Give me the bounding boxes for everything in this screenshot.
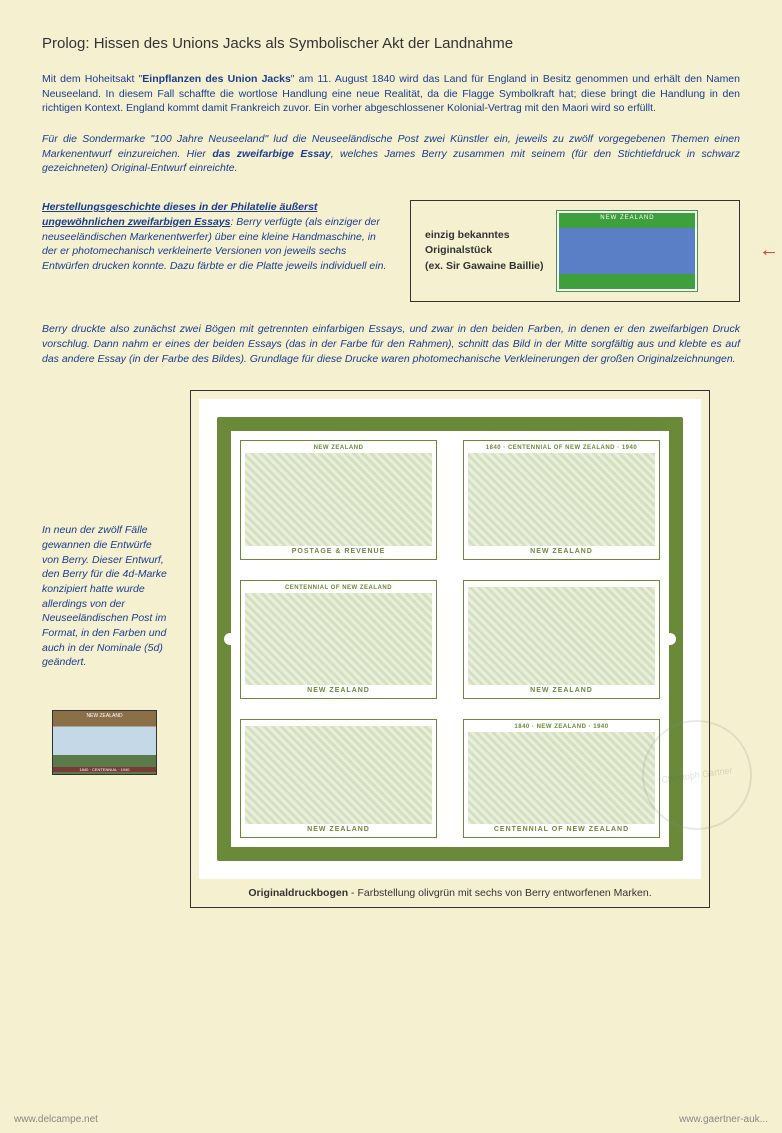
st0-top: NEW ZEALAND xyxy=(245,445,432,451)
arrow-icon: ← xyxy=(759,239,779,262)
sheet-row: In neun der zwölf Fälle gewannen die Ent… xyxy=(42,390,740,908)
st0-bot: POSTAGE & REVENUE xyxy=(245,548,432,555)
st2-mid xyxy=(245,593,432,685)
st3-bot: NEW ZEALAND xyxy=(468,687,655,694)
essay-text: Herstellungsgeschichte dieses in der Phi… xyxy=(42,200,390,273)
para1-pre: Mit dem Hoheitsakt " xyxy=(42,73,142,85)
st1-bot: NEW ZEALAND xyxy=(468,548,655,555)
para3: Berry druckte also zunächst zwei Bögen m… xyxy=(42,322,740,366)
essaybox-line3: (ex. Sir Gawaine Baillie) xyxy=(425,259,543,275)
final-stamp-image xyxy=(52,710,157,775)
intro-paragraph: Mit dem Hoheitsakt "Einpflanzen des Unio… xyxy=(42,72,740,116)
st2-top: CENTENNIAL OF NEW ZEALAND xyxy=(245,585,432,591)
sheet-stamp-3: NEW ZEALAND xyxy=(463,580,660,699)
sheet-stamp-4: NEW ZEALAND xyxy=(240,719,437,838)
st1-top: 1840 · CENTENNIAL OF NEW ZEALAND · 1940 xyxy=(468,445,655,451)
page-title: Prolog: Hissen des Unions Jacks als Symb… xyxy=(42,35,740,52)
sheet-stamp-5: 1840 · NEW ZEALAND · 1940 CENTENNIAL OF … xyxy=(463,719,660,838)
essaybox-line2: Originalstück xyxy=(425,243,543,259)
sheet-left-col: In neun der zwölf Fälle gewannen die Ent… xyxy=(42,523,170,775)
caption-bold: Originaldruckbogen xyxy=(248,887,348,899)
sheet-stamp-1: 1840 · CENTENNIAL OF NEW ZEALAND · 1940 … xyxy=(463,440,660,559)
st5-bot: CENTENNIAL OF NEW ZEALAND xyxy=(468,826,655,833)
caption-rest: - Farbstellung olivgrün mit sechs von Be… xyxy=(348,887,651,899)
footer: www.delcampe.net www.gaertner-auk... xyxy=(0,1114,782,1125)
para2: Für die Sondermarke "100 Jahre Neuseelan… xyxy=(42,132,740,176)
essay-box-text: einzig bekanntes Originalstück (ex. Sir … xyxy=(425,228,543,275)
sheet-stamp-2: CENTENNIAL OF NEW ZEALAND NEW ZEALAND xyxy=(240,580,437,699)
sheet-box: NEW ZEALAND POSTAGE & REVENUE 1840 · CEN… xyxy=(190,390,710,908)
st1-mid xyxy=(468,453,655,545)
para2-bold: das zweifarbige Essay xyxy=(212,148,330,160)
stamp-essay-image xyxy=(557,211,697,291)
st4-mid xyxy=(245,726,432,824)
footer-left: www.delcampe.net xyxy=(14,1114,98,1125)
para1-bold: Einpflanzen des Union Jacks xyxy=(142,73,290,85)
st5-mid xyxy=(468,732,655,824)
sheet-stamp-0: NEW ZEALAND POSTAGE & REVENUE xyxy=(240,440,437,559)
essay-box: einzig bekanntes Originalstück (ex. Sir … xyxy=(410,200,740,302)
st5-top: 1840 · NEW ZEALAND · 1940 xyxy=(468,724,655,730)
st4-bot: NEW ZEALAND xyxy=(245,826,432,833)
st0-mid xyxy=(245,453,432,545)
essay-row: Herstellungsgeschichte dieses in der Phi… xyxy=(42,200,740,302)
sheet-image: NEW ZEALAND POSTAGE & REVENUE 1840 · CEN… xyxy=(199,399,701,879)
footer-right: www.gaertner-auk... xyxy=(679,1114,768,1125)
st2-bot: NEW ZEALAND xyxy=(245,687,432,694)
side-paragraph: In neun der zwölf Fälle gewannen die Ent… xyxy=(42,523,170,670)
st3-mid xyxy=(468,587,655,685)
sheet-caption: Originaldruckbogen - Farbstellung olivgr… xyxy=(199,887,701,899)
essaybox-line1: einzig bekanntes xyxy=(425,228,543,244)
